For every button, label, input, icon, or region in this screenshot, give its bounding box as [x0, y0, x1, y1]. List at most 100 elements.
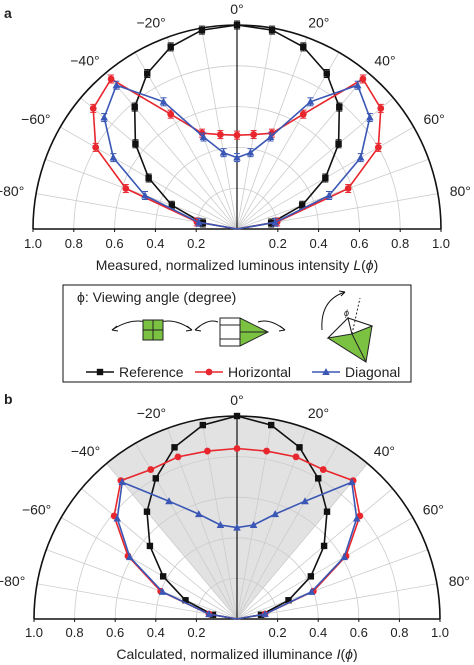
data-point-reference — [132, 140, 139, 147]
data-point-diagonal — [118, 478, 126, 486]
data-point-reference — [336, 103, 343, 111]
data-point-horizontal — [203, 447, 211, 455]
data-point-diagonal — [233, 523, 241, 531]
grid-spoke — [236, 488, 393, 620]
panel-a-polar-chart: a −80° −60° −40° −20° 0° 20° 40° 60° 80° 1.0 0.8 0… — [0, 1, 471, 273]
pyramid-icon: ϕ — [321, 290, 374, 363]
data-point-reference — [198, 26, 206, 34]
data-point-diagonal — [125, 553, 134, 561]
radial-tick-label: 0.8 — [390, 625, 408, 640]
data-point-diagonal — [266, 132, 275, 140]
data-point-reference — [335, 140, 342, 147]
data-point-horizontal — [167, 110, 175, 118]
data-point-diagonal — [271, 218, 279, 226]
data-point-reference — [233, 412, 241, 420]
series-reference — [131, 20, 343, 230]
data-point-horizontal — [377, 104, 385, 112]
radial-tick-label: 0.2 — [187, 625, 205, 640]
radial-tick-label: 0.8 — [65, 236, 83, 251]
data-point-diagonal — [195, 510, 203, 518]
data-point-diagonal — [356, 153, 365, 161]
data-point-reference — [323, 508, 331, 515]
grid-spoke — [106, 463, 238, 620]
data-point-diagonal — [112, 81, 121, 89]
grid-spoke — [236, 517, 414, 620]
panel-a-angle-labels: −80° −60° −40° −20° 0° 20° 40° 60° 80° — [0, 1, 471, 199]
legend-marker — [205, 368, 213, 376]
data-point-horizontal — [233, 131, 241, 139]
angle-tick-label: −40° — [70, 53, 99, 69]
panel-b-polar-chart: b −80° −60° −40° −20° 0° 20° 40° 60° 80° 1.0 0.8 0… — [0, 391, 470, 662]
angle-tick-label: 40° — [374, 53, 395, 69]
prism-icon — [194, 317, 286, 347]
data-point-reference — [322, 174, 329, 182]
data-point-reference — [285, 597, 292, 604]
data-point-reference — [320, 542, 328, 550]
data-point-reference — [296, 444, 303, 451]
panel-b-series — [110, 412, 364, 620]
radial-tick-label: 0.6 — [106, 625, 124, 640]
series-diagonal — [113, 478, 361, 620]
radial-tick-label: 0.8 — [66, 625, 84, 640]
series-diagonal — [100, 80, 374, 230]
panel-a-radial-labels: 1.0 0.8 0.6 0.4 0.2 0.2 0.4 0.6 0.8 1.0 — [24, 236, 450, 251]
data-point-horizontal — [319, 466, 327, 473]
legend-marker — [322, 368, 330, 375]
radial-tick-label: 0.2 — [269, 236, 287, 251]
data-point-reference — [268, 26, 276, 34]
grid-spoke — [236, 72, 369, 230]
data-point-horizontal — [299, 110, 307, 118]
data-point-diagonal — [100, 113, 108, 121]
radial-tick-label: 1.0 — [25, 625, 43, 640]
data-point-diagonal — [306, 97, 315, 105]
angle-tick-label: −20° — [136, 14, 165, 30]
panel-a-series — [89, 20, 385, 230]
grid-spoke — [81, 488, 238, 620]
angle-tick-label: 60° — [423, 502, 444, 518]
data-point-reference — [145, 174, 152, 182]
panel-b-angle-labels: −80° −60° −40° −20° 0° 20° 40° 60° 80° — [0, 392, 470, 589]
grid-spoke — [236, 28, 273, 230]
data-point-reference — [199, 421, 207, 429]
data-point-diagonal — [199, 132, 208, 140]
grid-spoke — [236, 52, 340, 230]
data-point-reference — [182, 597, 189, 604]
data-point-reference — [298, 202, 306, 209]
data-point-horizontal — [263, 447, 271, 455]
data-point-diagonal — [353, 81, 362, 89]
data-point-diagonal — [158, 587, 167, 595]
data-point-diagonal — [325, 191, 333, 199]
angle-tick-label: 0° — [230, 392, 243, 408]
radial-tick-label: 0.8 — [391, 236, 409, 251]
data-point-horizontal — [216, 131, 224, 138]
data-point-reference — [267, 421, 275, 429]
grid-spoke — [45, 158, 238, 230]
grid-spoke — [37, 583, 238, 620]
grid-spoke — [134, 52, 238, 230]
data-point-horizontal — [122, 185, 130, 192]
data-point-reference — [143, 508, 151, 515]
angle-tick-label: −80° — [0, 573, 25, 589]
data-point-horizontal — [92, 144, 100, 151]
data-point-diagonal — [195, 218, 203, 226]
data-point-diagonal — [165, 497, 173, 505]
legend-marker — [96, 368, 104, 376]
data-point-reference — [159, 573, 167, 580]
radial-tick-label: 1.0 — [24, 236, 42, 251]
grid-spoke — [236, 549, 428, 620]
data-point-horizontal — [147, 466, 155, 473]
legend-label: Horizontal — [228, 364, 291, 380]
data-point-diagonal — [340, 553, 349, 561]
legend-entry-diagonal: Diagonal — [312, 364, 400, 380]
data-point-horizontal — [359, 75, 367, 83]
grid-spoke — [236, 583, 437, 620]
grid-spoke — [236, 158, 429, 230]
panel-a-xlabel: Measured, normalized luminous intensity … — [96, 257, 379, 273]
data-point-reference — [307, 573, 315, 580]
radial-tick-label: 0.2 — [269, 625, 287, 640]
radial-tick-label: 0.6 — [350, 236, 368, 251]
angle-tick-label: −20° — [137, 405, 166, 421]
panel-b-radial-labels: 1.0 0.8 0.6 0.4 0.2 0.2 0.4 0.6 0.8 1.0 — [25, 625, 449, 640]
data-point-reference — [146, 542, 154, 550]
